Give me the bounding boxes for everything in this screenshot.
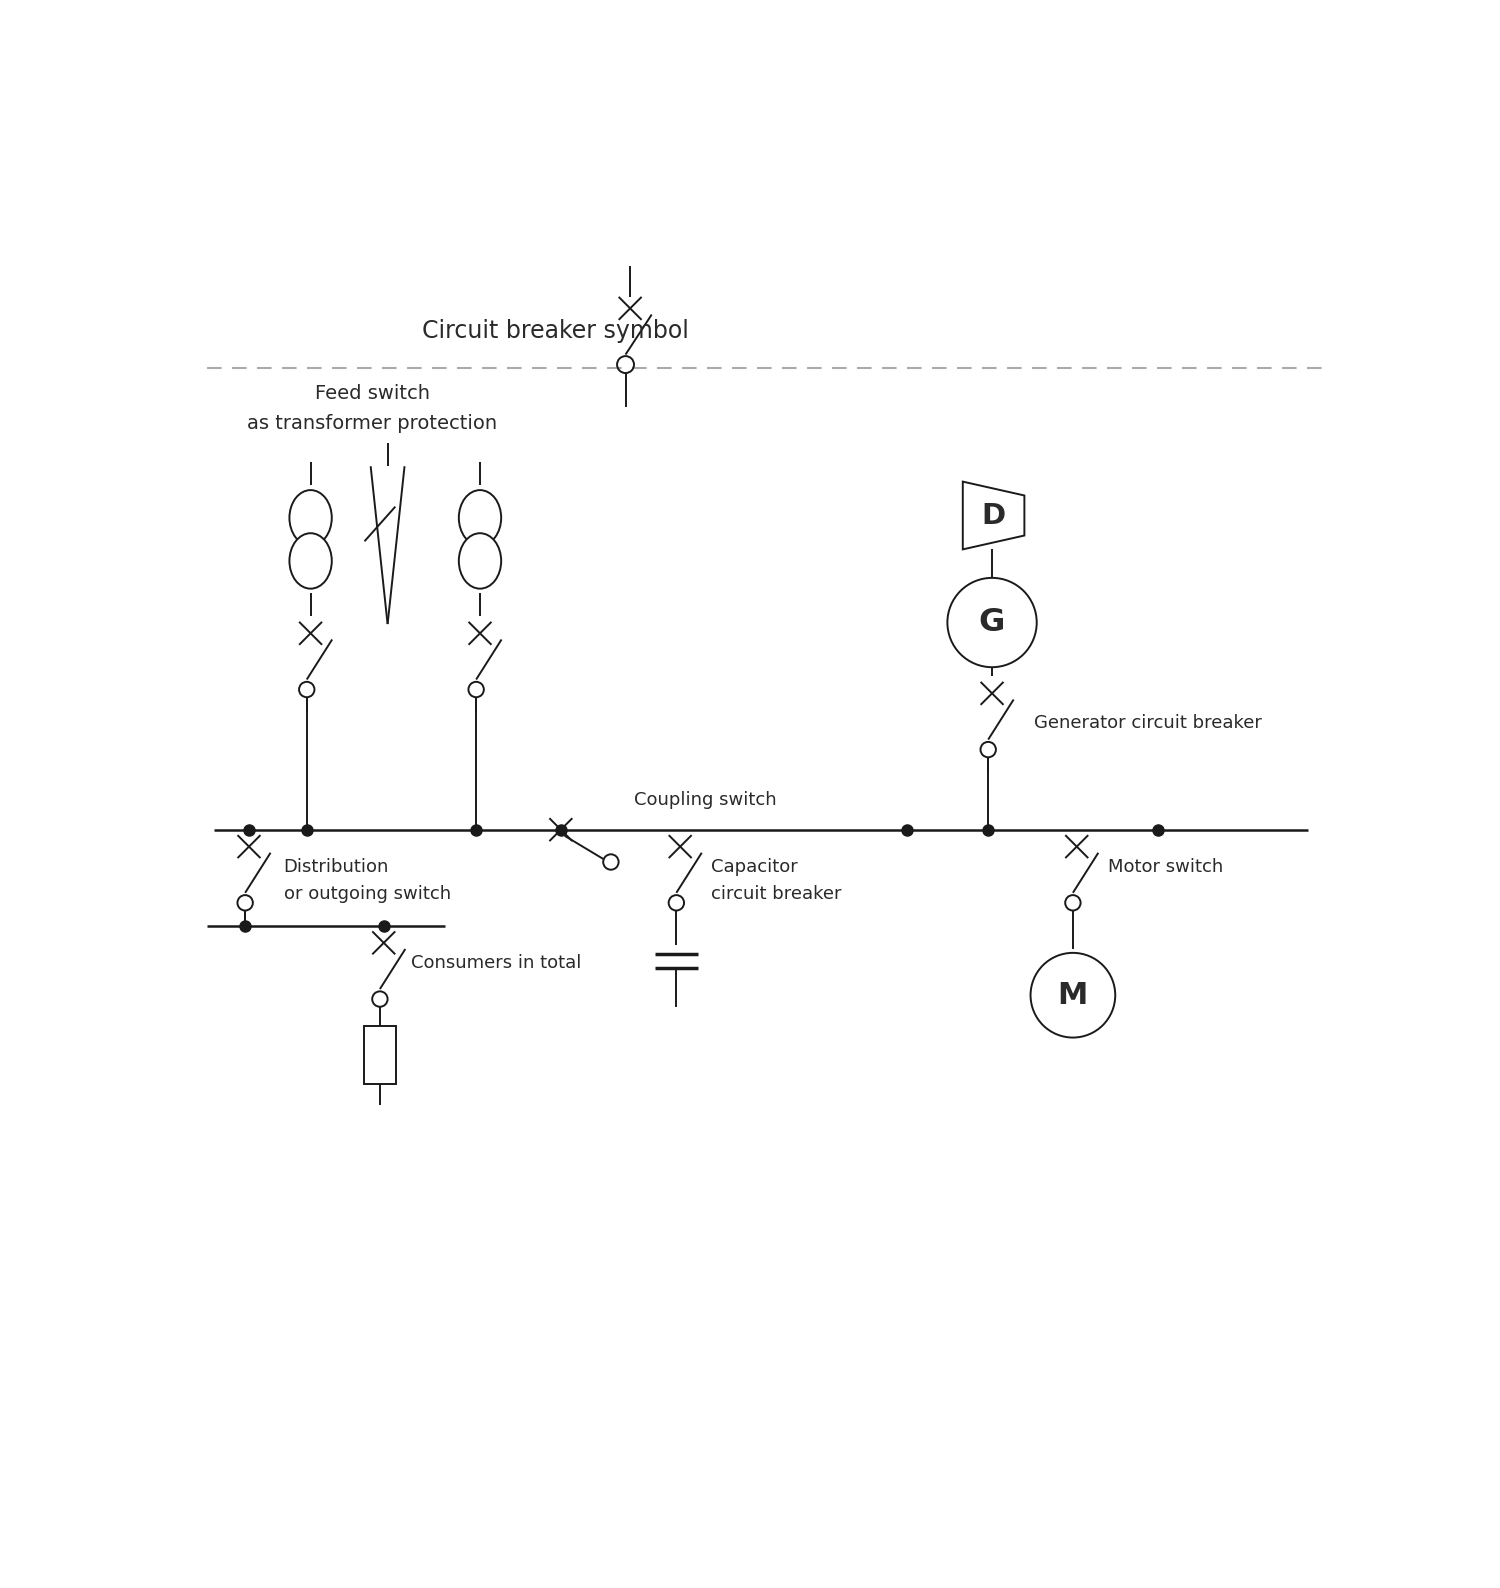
Ellipse shape [290,491,332,546]
Text: as transformer protection: as transformer protection [248,414,498,434]
Text: Motor switch: Motor switch [1107,858,1222,877]
Text: Consumers in total: Consumers in total [411,954,580,972]
Ellipse shape [459,534,501,589]
Text: Coupling switch: Coupling switch [634,791,777,810]
Text: Capacitor: Capacitor [711,858,798,877]
Ellipse shape [459,491,501,546]
Text: circuit breaker: circuit breaker [711,885,842,904]
Text: M: M [1058,981,1088,1010]
Text: Circuit breaker symbol: Circuit breaker symbol [423,319,688,343]
Polygon shape [963,481,1024,549]
Text: G: G [980,607,1005,638]
Text: or outgoing switch: or outgoing switch [284,885,452,904]
Text: Distribution: Distribution [284,858,388,877]
Bar [363,1026,396,1083]
Ellipse shape [290,534,332,589]
Text: Generator circuit breaker: Generator circuit breaker [1035,713,1263,732]
Text: D: D [981,502,1005,529]
Text: Feed switch: Feed switch [315,384,429,403]
